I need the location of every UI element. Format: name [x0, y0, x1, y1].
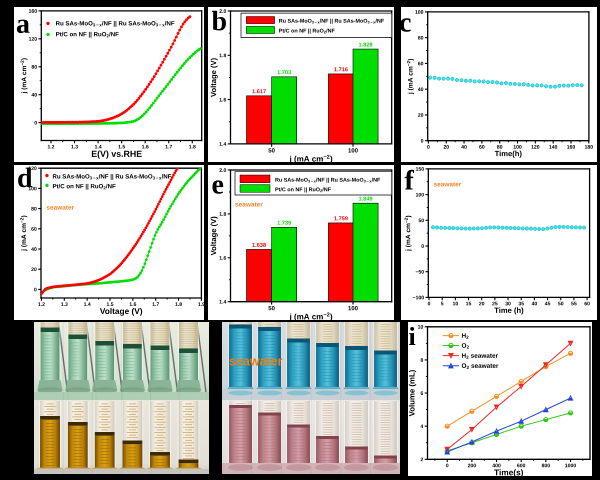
svg-text:seawater: seawater: [229, 355, 283, 369]
